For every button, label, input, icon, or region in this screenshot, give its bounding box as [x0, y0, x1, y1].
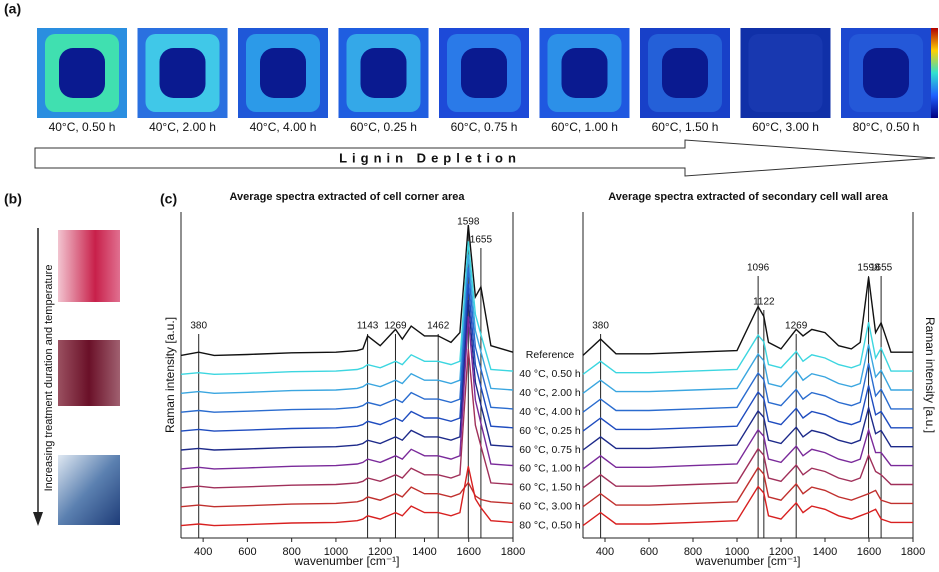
lumen — [360, 48, 407, 98]
caption: 80°C, 0.50 h — [853, 120, 920, 134]
peak-label: 1462 — [427, 321, 450, 332]
caption: 60°C, 1.00 h — [551, 120, 618, 134]
x-axis-label: wavenumber [cm⁻¹] — [694, 554, 800, 568]
panel-label: (b) — [4, 191, 22, 207]
lumen — [561, 48, 608, 98]
spectrum — [582, 404, 913, 451]
spectrum — [582, 427, 913, 470]
caption: 60°C, 3.00 h — [752, 120, 819, 134]
legend-label: 40 °C, 2.00 h — [519, 387, 581, 399]
x-tick-label: 1000 — [324, 546, 348, 558]
lumen — [260, 48, 306, 98]
x-tick-label: 1800 — [501, 546, 525, 558]
lumen — [159, 48, 206, 98]
peak-label: 380 — [190, 321, 207, 332]
lumen — [662, 48, 708, 98]
legend-label: Reference — [526, 349, 575, 361]
peak-label: 1655 — [470, 235, 493, 246]
peak-label: 1122 — [753, 297, 775, 308]
spectrum — [582, 447, 913, 489]
x-tick-label: 600 — [640, 546, 658, 558]
caption: 60°C, 0.75 h — [451, 120, 518, 134]
panel-label: (a) — [4, 1, 21, 17]
legend-label: 40 °C, 0.50 h — [519, 368, 581, 380]
legend-label: 60 °C, 3.00 h — [519, 500, 581, 512]
photo — [58, 230, 120, 302]
x-tick-label: 1400 — [412, 546, 436, 558]
x-tick-label: 1600 — [456, 546, 480, 558]
spectrum — [180, 224, 514, 357]
peak-label: 1096 — [747, 263, 770, 274]
lumen — [762, 48, 809, 98]
peak-label: 1598 — [857, 263, 880, 274]
arrow-label: Lignin Depletion — [339, 150, 521, 165]
caption: 60°C, 1.50 h — [652, 120, 719, 134]
spectrum — [180, 241, 514, 376]
legend-label: 60 °C, 0.75 h — [519, 444, 581, 456]
peak-label: 380 — [592, 321, 609, 332]
lumen — [863, 48, 909, 98]
spectrum — [180, 267, 514, 413]
y-axis-label: Raman intensity [a.u.] — [163, 317, 177, 433]
spectrum — [180, 299, 514, 451]
chart-title: Average spectra extracted of cell corner… — [230, 191, 466, 203]
x-tick-label: 1600 — [857, 546, 881, 558]
x-tick-label: 1200 — [769, 546, 793, 558]
chart-title: Average spectra extracted of secondary c… — [608, 191, 889, 203]
legend-label: 80 °C, 0.50 h — [519, 519, 581, 531]
peak-label: 1143 — [357, 321, 379, 332]
spectrum — [180, 466, 514, 527]
spectrum — [582, 385, 913, 432]
x-tick-label: 1000 — [725, 546, 749, 558]
caption: 60°C, 0.25 h — [350, 120, 417, 134]
spectrum — [180, 316, 514, 470]
arrow-head — [33, 512, 43, 526]
x-tick-label: 600 — [238, 546, 256, 558]
spectrum — [180, 348, 514, 489]
legend-label: 60 °C, 1.50 h — [519, 482, 581, 494]
peak-label: 1269 — [384, 321, 407, 332]
spectrum — [180, 283, 514, 432]
spectrum — [582, 277, 913, 356]
caption: 40°C, 2.00 h — [149, 120, 216, 134]
photo — [58, 455, 120, 525]
x-axis-label: wavenumber [cm⁻¹] — [293, 554, 399, 568]
legend-label: 60 °C, 0.25 h — [519, 425, 581, 437]
spectrum — [582, 344, 913, 394]
x-tick-label: 400 — [596, 546, 614, 558]
x-tick-label: 800 — [282, 546, 300, 558]
spectrum — [582, 363, 913, 413]
panel-label: (c) — [160, 191, 177, 207]
legend-label: 60 °C, 1.00 h — [519, 463, 581, 475]
color-bar — [930, 28, 938, 118]
y-axis-label: Raman intensity [a.u.] — [923, 317, 937, 433]
arrow — [34, 139, 936, 177]
lumen — [59, 48, 105, 98]
x-tick-label: 1400 — [813, 546, 837, 558]
arrow-label: Increasing treatment duration and temper… — [43, 265, 55, 492]
x-tick-label: 1800 — [901, 546, 925, 558]
spectrum — [180, 481, 514, 508]
spectrum — [582, 485, 913, 527]
x-tick-label: 400 — [194, 546, 212, 558]
legend-label: 40 °C, 4.00 h — [519, 406, 581, 418]
lumen — [461, 48, 507, 98]
spectrum — [180, 254, 514, 395]
peak-label: 1269 — [785, 321, 808, 332]
spectrum — [582, 322, 913, 375]
caption: 40°C, 0.50 h — [49, 120, 116, 134]
x-tick-label: 800 — [684, 546, 702, 558]
peak-label: 1655 — [870, 263, 893, 274]
photo — [58, 340, 120, 406]
peak-label: 1598 — [457, 217, 480, 228]
x-tick-label: 1200 — [368, 546, 392, 558]
caption: 40°C, 4.00 h — [250, 120, 317, 134]
spectrum — [582, 466, 913, 508]
